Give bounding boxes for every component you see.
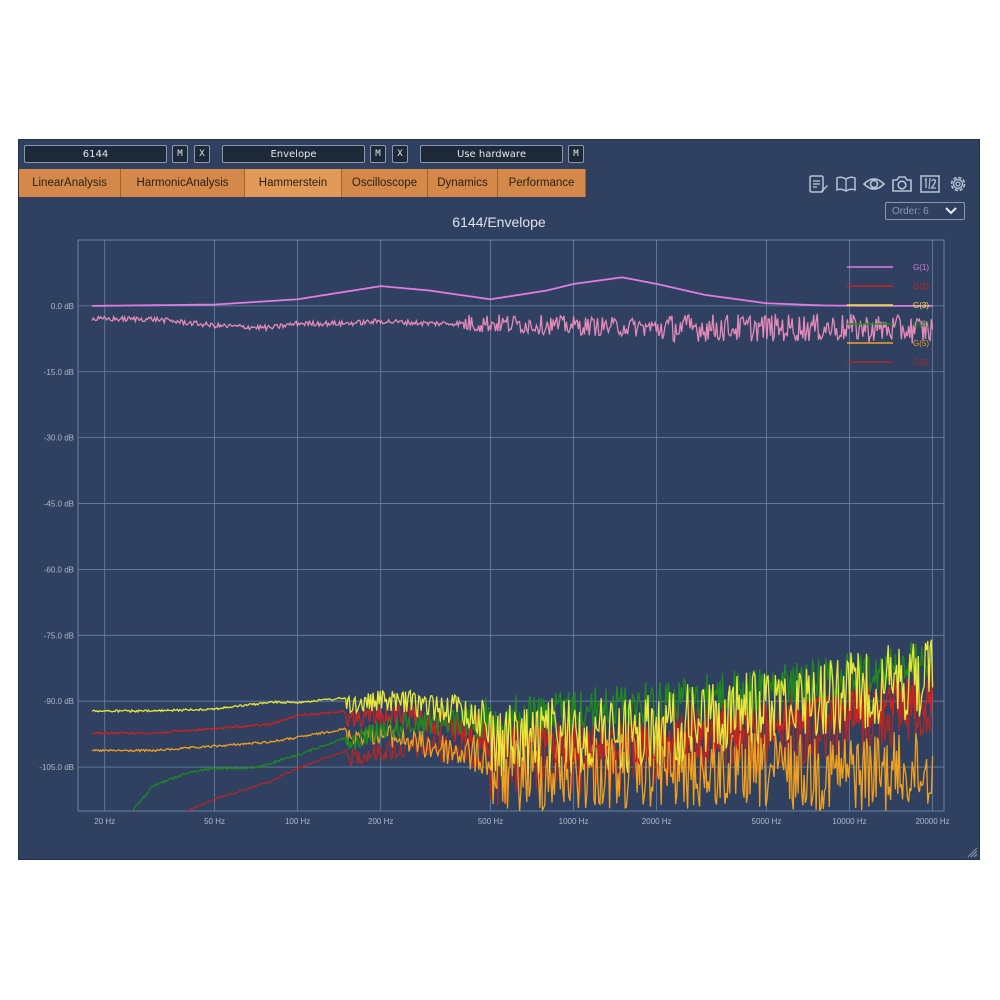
series-line-g4 — [132, 641, 934, 811]
chart-title: 6144/Envelope — [452, 214, 546, 230]
y-tick-label: -45.0 dB — [44, 500, 74, 509]
split-1-2-icon[interactable] — [919, 173, 941, 195]
y-axis-labels: 0.0 dB -15.0 dB -30.0 dB -45.0 dB -60.0 dB -7… — [39, 302, 74, 772]
series-line-g3 — [91, 639, 934, 777]
x-tick-label: 200 Hz — [368, 817, 393, 826]
tab-dynamics[interactable]: Dynamics — [428, 169, 498, 197]
y-tick-label: -90.0 dB — [44, 697, 74, 706]
x-tick-label: 100 Hz — [285, 817, 310, 826]
resize-handle-icon[interactable] — [966, 846, 978, 858]
book-icon[interactable] — [835, 173, 857, 195]
y-tick-label: 0.0 dB — [51, 302, 74, 311]
legend-label: G(4) — [913, 320, 929, 329]
y-tick-label: -15.0 dB — [44, 368, 74, 377]
plot-area — [77, 239, 945, 812]
tab-harmonic-analysis[interactable]: HarmonicAnalysis — [121, 169, 245, 197]
x-axis-labels: 20 Hz 50 Hz 100 Hz 200 Hz 500 Hz 1000 Hz 2000 … — [94, 817, 949, 826]
icon-toolbar — [807, 173, 977, 195]
x-tick-label: 20 Hz — [94, 817, 115, 826]
notes-icon[interactable] — [807, 173, 829, 195]
legend-label: G(2) — [913, 282, 929, 291]
order-select-label: Order: 6 — [892, 206, 929, 217]
close-button-1[interactable]: X — [194, 145, 210, 163]
chart-legend: G(1) G(2) G(3) G(4) G(5) G(6) — [847, 263, 929, 367]
frequency-response-chart[interactable]: 0.0 dB -15.0 dB -30.0 dB -45.0 dB -60.0 dB -7… — [19, 140, 979, 859]
y-tick-label: -105.0 dB — [39, 763, 74, 772]
chevron-down-icon — [945, 207, 957, 215]
y-tick-label: -75.0 dB — [44, 631, 74, 640]
tab-performance[interactable]: Performance — [498, 169, 586, 197]
x-tick-label: 50 Hz — [204, 817, 225, 826]
y-tick-label: -60.0 dB — [44, 565, 74, 574]
legend-label: G(3) — [913, 301, 929, 310]
x-tick-label: 500 Hz — [478, 817, 503, 826]
hardware-field[interactable]: Use hardware — [420, 145, 563, 163]
order-select[interactable]: Order: 6 — [885, 202, 965, 220]
x-tick-label: 2000 Hz — [642, 817, 672, 826]
legend-label: G(6) — [913, 358, 929, 367]
tab-linear-analysis[interactable]: LinearAnalysis — [19, 169, 121, 197]
app-window: 6144 M X Envelope M X Use hardware M Lin… — [18, 139, 980, 860]
eye-icon[interactable] — [863, 173, 885, 195]
mode-field[interactable]: Envelope — [222, 145, 365, 163]
close-button-2[interactable]: X — [392, 145, 408, 163]
series-line-g2 — [92, 677, 934, 766]
source-field[interactable]: 6144 — [24, 145, 167, 163]
mute-button-1[interactable]: M — [172, 145, 188, 163]
mute-button-3[interactable]: M — [568, 145, 584, 163]
x-tick-label: 20000 Hz — [915, 817, 949, 826]
series-layer — [91, 276, 934, 811]
mute-button-2[interactable]: M — [370, 145, 386, 163]
series-line-measured — [91, 313, 934, 344]
series-line-g1 — [92, 276, 933, 307]
legend-label: G(1) — [913, 263, 929, 272]
gear-icon[interactable] — [947, 173, 969, 195]
x-tick-label: 10000 Hz — [832, 817, 866, 826]
camera-icon[interactable] — [891, 173, 913, 195]
y-tick-label: -30.0 dB — [44, 434, 74, 443]
tab-hammerstein[interactable]: Hammerstein — [245, 169, 342, 197]
series-line-g5 — [92, 724, 934, 811]
tab-oscilloscope[interactable]: Oscilloscope — [342, 169, 428, 197]
x-tick-label: 5000 Hz — [752, 817, 782, 826]
x-tick-label: 1000 Hz — [559, 817, 589, 826]
legend-label: G(5) — [913, 339, 929, 348]
